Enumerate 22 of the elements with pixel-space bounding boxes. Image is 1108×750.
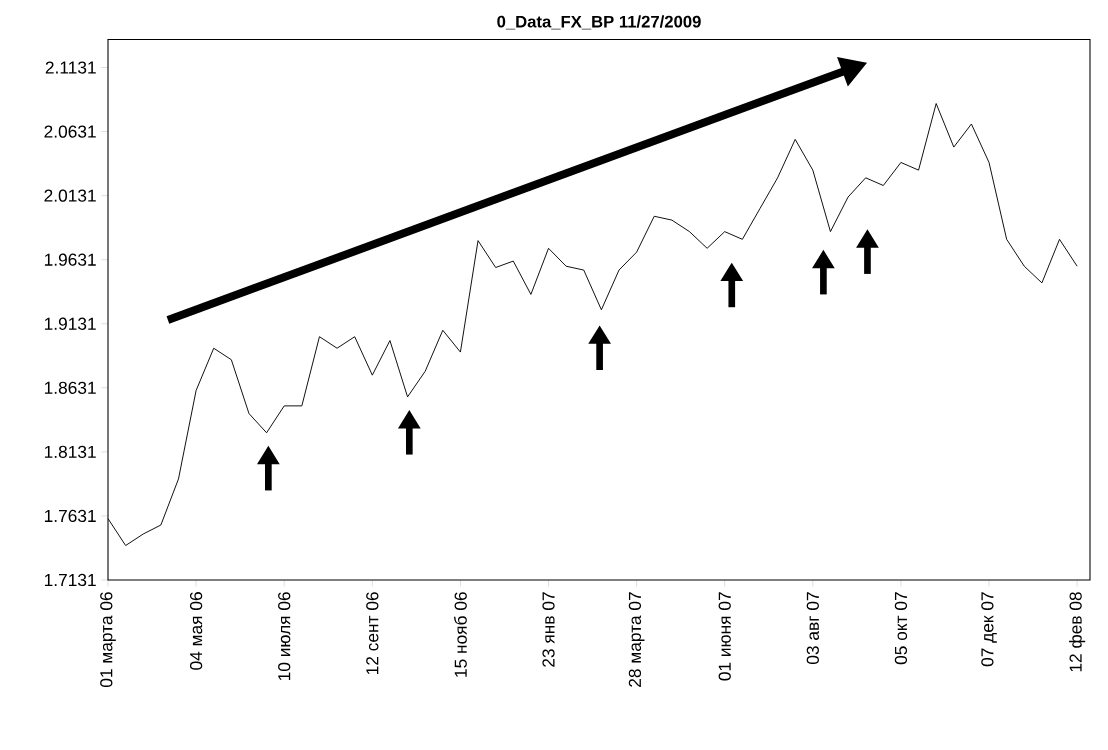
x-tick-label: 07 дек 07 [981,592,997,667]
x-tick-label: 10 июля 06 [278,592,291,681]
y-tick-label: 1.9131 [44,317,96,330]
x-tick-label: 23 янв 07 [542,592,555,667]
x-tick-label: 03 авг 07 [806,592,819,665]
y-tick-label: 2.0131 [44,189,96,202]
y-tick-label: 1.7631 [44,509,96,523]
chart-title: 0_Data_FX_BP 11/27/2009 [497,15,701,30]
y-tick-label: 2.0631 [44,125,96,138]
y-tick-label: 1.8131 [44,445,96,458]
x-tick-label: 28 марта 07 [628,592,645,687]
y-tick-label: 1.9631 [44,253,96,266]
y-tick-label: 1.7131 [44,573,96,587]
x-tick-label: 01 марта 06 [100,592,116,688]
y-tick-label: 1.8631 [44,381,96,394]
x-tick-label: 01 июня 07 [718,592,731,681]
y-tick-label: 2.1131 [45,61,96,74]
x-tick-label: 12 сент 06 [366,592,379,675]
x-tick-label: 05 окт 07 [894,592,908,665]
x-tick-label: 04 мая 06 [189,592,203,670]
x-tick-label: 12 фев 08 [1069,592,1086,672]
x-tick-label: 15 нояб 06 [453,592,467,677]
